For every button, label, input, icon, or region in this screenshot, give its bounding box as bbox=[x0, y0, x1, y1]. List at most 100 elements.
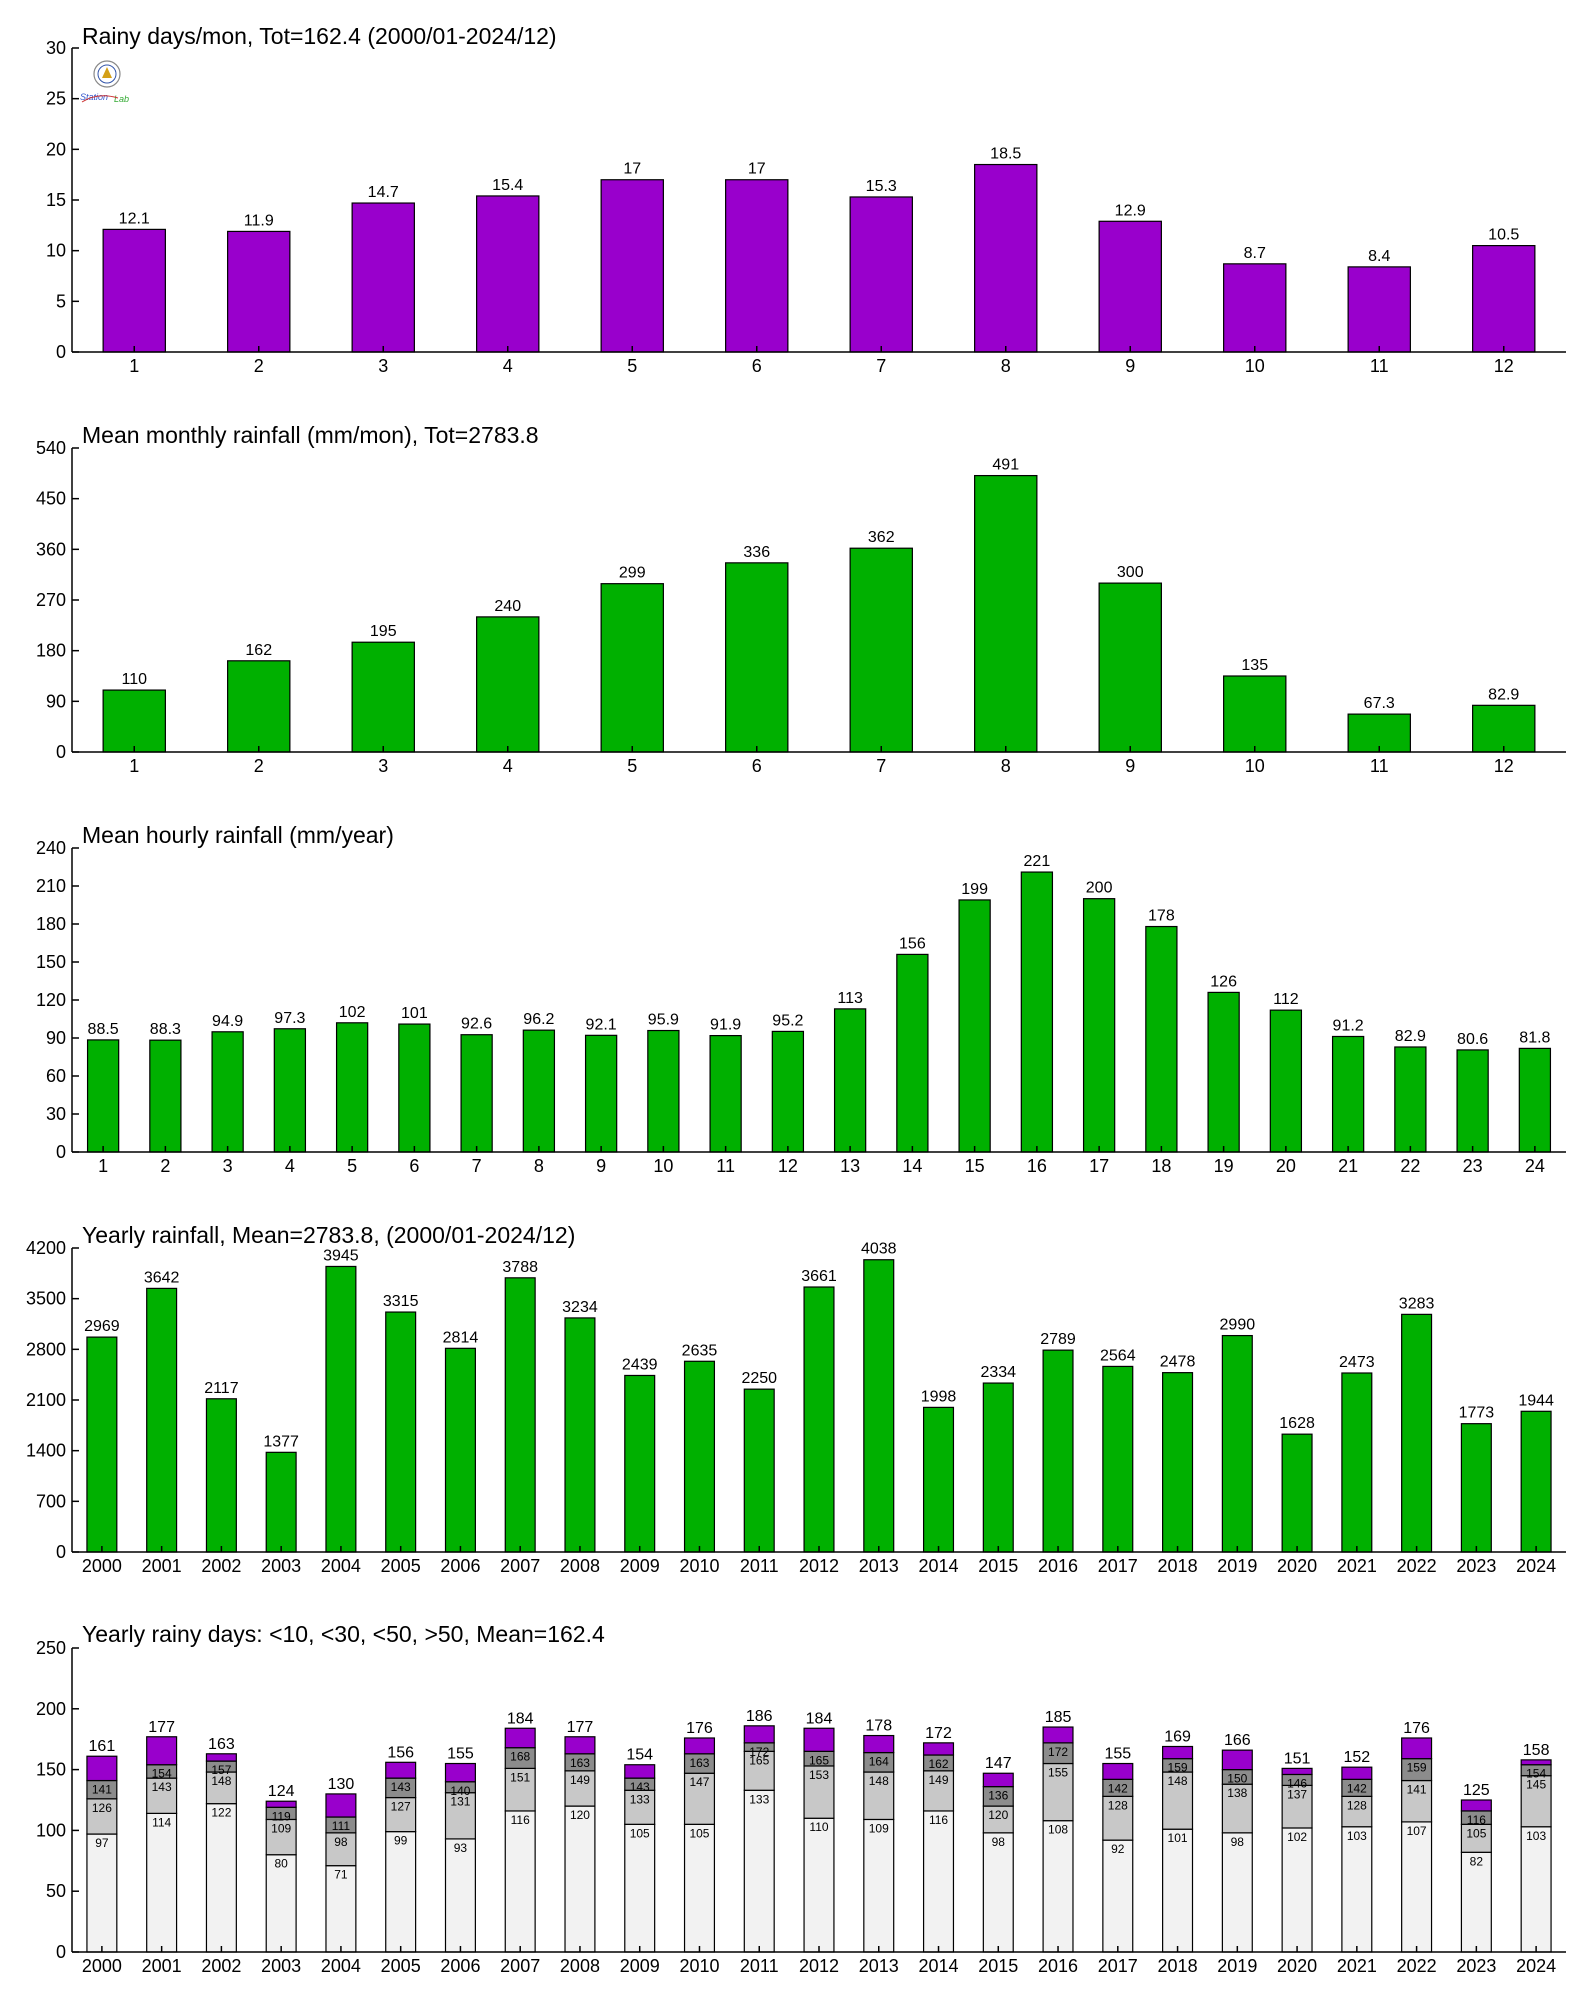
y-tick-label: 0 bbox=[56, 342, 66, 362]
bar-segment bbox=[1042, 1820, 1074, 1953]
x-tick-label: 6 bbox=[752, 756, 762, 776]
bar-segment bbox=[504, 1727, 536, 1749]
data-label: 3283 bbox=[1399, 1295, 1435, 1312]
x-tick-label: 2020 bbox=[1277, 1956, 1317, 1976]
x-tick-label: 2009 bbox=[620, 1956, 660, 1976]
segment-label: 101 bbox=[1168, 1831, 1188, 1845]
bar bbox=[833, 1008, 867, 1153]
chart-panel-3: Mean hourly rainfall (mm/year)88.5 88.3 94… bbox=[36, 822, 1566, 1176]
segment-label: 157 bbox=[211, 1763, 231, 1777]
bar bbox=[803, 1286, 835, 1553]
y-tick-label: 1400 bbox=[26, 1441, 66, 1461]
data-label: 172 bbox=[925, 1725, 952, 1742]
x-tick-label: 2020 bbox=[1277, 1556, 1317, 1576]
data-label: 102 bbox=[339, 1004, 366, 1021]
data-label: 92.6 bbox=[461, 1016, 492, 1033]
bar bbox=[974, 474, 1038, 753]
segment-label: 142 bbox=[1108, 1781, 1128, 1795]
data-label: 101 bbox=[401, 1005, 428, 1022]
data-label: 184 bbox=[507, 1710, 534, 1727]
data-label: 155 bbox=[447, 1746, 474, 1763]
bar-segment bbox=[1401, 1779, 1433, 1823]
bar-segment bbox=[863, 1771, 895, 1821]
x-tick-label: 11 bbox=[1370, 756, 1389, 776]
data-label: 3945 bbox=[323, 1247, 359, 1264]
data-label: 125 bbox=[1463, 1782, 1490, 1799]
segment-label: 148 bbox=[1168, 1774, 1188, 1788]
x-tick-label: 15 bbox=[965, 1156, 985, 1176]
segment-label: 172 bbox=[749, 1745, 769, 1759]
x-tick-label: 5 bbox=[347, 1156, 357, 1176]
x-tick-label: 2021 bbox=[1337, 1556, 1377, 1576]
bar-segment bbox=[743, 1789, 775, 1953]
bar-segment bbox=[922, 1770, 955, 1812]
bar bbox=[1401, 1313, 1433, 1553]
bar bbox=[584, 1034, 618, 1153]
segment-label: 143 bbox=[391, 1780, 411, 1794]
data-label: 166 bbox=[1224, 1732, 1251, 1749]
segment-label: 164 bbox=[869, 1755, 889, 1769]
data-label: 91.2 bbox=[1333, 1017, 1364, 1034]
bar-segment bbox=[1281, 1767, 1313, 1776]
data-label: 1998 bbox=[921, 1388, 957, 1405]
data-label: 158 bbox=[1523, 1742, 1550, 1759]
bar bbox=[102, 228, 166, 353]
y-tick-label: 90 bbox=[46, 1028, 66, 1048]
bar-segment bbox=[743, 1750, 775, 1791]
data-label: 94.9 bbox=[212, 1013, 243, 1030]
bar-segment bbox=[803, 1727, 835, 1752]
data-label: 491 bbox=[992, 457, 1019, 474]
segment-label: 143 bbox=[630, 1780, 650, 1794]
data-label: 2117 bbox=[204, 1380, 239, 1397]
data-label: 110 bbox=[121, 671, 147, 688]
bar-segment bbox=[564, 1770, 596, 1807]
data-label: 3234 bbox=[562, 1299, 598, 1316]
bar bbox=[1223, 675, 1287, 753]
bar-segment bbox=[1460, 1823, 1492, 1853]
data-label: 11.9 bbox=[244, 212, 274, 229]
bar-segment bbox=[1520, 1759, 1552, 1766]
bar-segment bbox=[624, 1764, 656, 1779]
data-label: 18.5 bbox=[990, 146, 1021, 163]
bar-segment bbox=[385, 1796, 417, 1833]
data-label: 10.5 bbox=[1488, 227, 1519, 244]
segment-label: 153 bbox=[809, 1768, 829, 1782]
bar bbox=[205, 1398, 237, 1553]
bar bbox=[385, 1311, 417, 1553]
x-tick-label: 2001 bbox=[142, 1556, 182, 1576]
segment-label: 163 bbox=[689, 1756, 709, 1770]
y-tick-label: 30 bbox=[46, 1104, 66, 1124]
segment-label: 162 bbox=[929, 1757, 949, 1771]
data-label: 95.9 bbox=[648, 1012, 679, 1029]
x-tick-label: 2004 bbox=[321, 1556, 361, 1576]
data-label: 185 bbox=[1045, 1709, 1072, 1726]
data-label: 2969 bbox=[84, 1318, 120, 1335]
x-tick-label: 6 bbox=[752, 356, 762, 376]
segment-label: 159 bbox=[1168, 1761, 1188, 1775]
chart-panel-1: Rainy days/mon, Tot=162.4 (2000/01-2024/… bbox=[46, 23, 1566, 376]
segment-label: 119 bbox=[272, 1809, 291, 1823]
x-tick-label: 16 bbox=[1027, 1156, 1047, 1176]
segment-label: 141 bbox=[1407, 1783, 1427, 1797]
bar bbox=[771, 1030, 805, 1153]
x-tick-label: 2003 bbox=[261, 1556, 301, 1576]
data-label: 1773 bbox=[1459, 1405, 1495, 1422]
bar-segment bbox=[803, 1817, 835, 1953]
bar bbox=[325, 1265, 357, 1553]
x-tick-label: 2001 bbox=[142, 1956, 182, 1976]
x-tick-label: 9 bbox=[1125, 356, 1135, 376]
x-tick-label: 2014 bbox=[918, 1956, 958, 1976]
data-label: 2473 bbox=[1339, 1354, 1375, 1371]
y-tick-label: 15 bbox=[46, 190, 66, 210]
segment-label: 92 bbox=[1111, 1842, 1125, 1856]
station-logo-icon: Station Lab bbox=[80, 60, 129, 104]
bar bbox=[1460, 1423, 1492, 1553]
chart-panel-5: Yearly rainy days: <10, <30, <50, >50, M… bbox=[36, 1621, 1566, 1976]
data-label: 2789 bbox=[1040, 1331, 1076, 1348]
bar bbox=[86, 1336, 118, 1553]
x-tick-label: 2011 bbox=[740, 1556, 779, 1576]
x-tick-label: 2016 bbox=[1038, 1556, 1078, 1576]
y-tick-label: 60 bbox=[46, 1066, 66, 1086]
segment-label: 109 bbox=[271, 1821, 291, 1835]
segment-label: 148 bbox=[211, 1774, 231, 1788]
